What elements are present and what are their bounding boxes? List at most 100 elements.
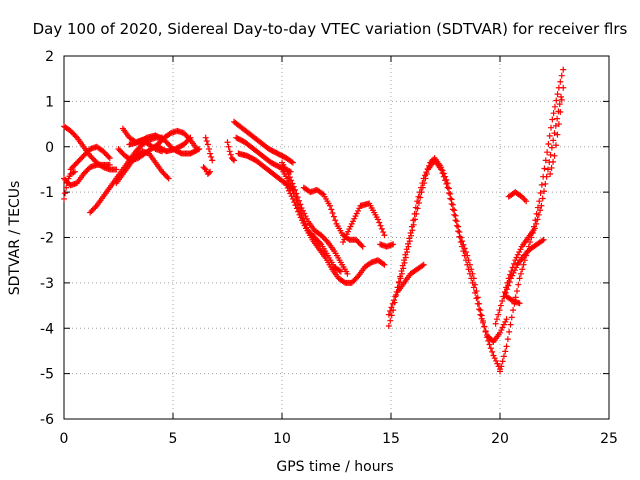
data-point <box>445 190 452 197</box>
data-point <box>477 311 484 318</box>
data-point <box>106 161 113 168</box>
series-s24 <box>385 157 510 345</box>
data-point <box>557 78 564 85</box>
data-point <box>64 180 71 187</box>
data-point <box>452 217 459 224</box>
data-point <box>205 169 212 176</box>
data-point <box>288 158 295 165</box>
data-point <box>413 210 420 217</box>
data-point <box>88 208 95 215</box>
data-point <box>83 150 90 157</box>
data-point <box>301 210 308 217</box>
data-point <box>288 184 295 191</box>
series-s19 <box>283 182 388 286</box>
data-point <box>385 311 392 318</box>
data-point <box>537 190 544 197</box>
data-point <box>326 202 333 209</box>
data-point <box>510 307 517 314</box>
data-point <box>497 368 503 375</box>
data-points <box>61 66 567 375</box>
data-point <box>387 317 394 324</box>
data-point <box>536 198 543 205</box>
data-point <box>184 137 191 144</box>
data-point <box>201 165 208 172</box>
data-point <box>461 252 468 259</box>
data-point <box>507 321 514 328</box>
data-point <box>459 243 466 250</box>
data-point <box>538 202 545 209</box>
data-point <box>71 131 78 138</box>
data-point <box>229 156 236 163</box>
data-point <box>476 306 483 313</box>
data-point <box>533 220 540 227</box>
data-point <box>166 131 173 138</box>
data-point <box>404 249 411 256</box>
data-point <box>91 156 98 163</box>
data-point <box>486 341 493 348</box>
data-point <box>486 334 493 341</box>
data-point <box>494 360 501 367</box>
data-point <box>410 221 417 228</box>
data-point <box>538 181 545 188</box>
data-point <box>540 236 547 243</box>
data-point <box>381 261 388 268</box>
data-point <box>469 279 476 286</box>
data-point <box>527 239 534 246</box>
data-point <box>516 275 523 282</box>
data-point <box>415 200 422 207</box>
series-s13 <box>224 139 238 164</box>
data-point <box>100 148 107 155</box>
data-point <box>89 206 96 213</box>
data-point <box>444 184 451 191</box>
series-s21 <box>340 200 388 246</box>
data-point <box>84 166 91 173</box>
data-point <box>422 175 429 182</box>
data-point <box>78 155 85 162</box>
data-point <box>487 336 494 343</box>
data-point <box>453 222 460 229</box>
data-point <box>512 257 519 264</box>
data-point <box>474 294 481 301</box>
data-point <box>482 327 489 334</box>
data-point <box>510 260 517 267</box>
data-point <box>558 96 565 103</box>
data-point <box>328 206 335 213</box>
data-point <box>225 143 232 150</box>
data-point <box>552 122 559 129</box>
y-tick-label: -2 <box>40 231 54 247</box>
y-tick-label: -5 <box>40 367 54 383</box>
series-s29 <box>503 293 523 307</box>
data-point <box>483 332 490 339</box>
series-s14 <box>231 118 296 166</box>
y-tick-label: -6 <box>40 412 54 428</box>
series-s20 <box>300 184 366 250</box>
data-point <box>510 269 517 276</box>
data-point <box>541 165 548 172</box>
data-point <box>499 324 506 331</box>
data-point <box>542 180 549 187</box>
data-point <box>352 275 359 282</box>
data-point <box>537 207 544 214</box>
data-point <box>68 129 75 136</box>
data-point <box>439 170 446 177</box>
data-point <box>554 115 561 122</box>
data-point <box>503 343 510 350</box>
data-point <box>401 259 408 266</box>
x-axis-label: GPS time / hours <box>276 459 393 475</box>
data-point <box>516 300 523 307</box>
data-point <box>462 257 469 264</box>
series-s12 <box>200 164 214 177</box>
data-point <box>203 138 210 145</box>
y-tick-label: 1 <box>45 94 54 110</box>
data-point <box>398 270 405 277</box>
data-point <box>417 194 424 201</box>
x-tick-label: 20 <box>491 431 509 447</box>
data-point <box>72 160 79 167</box>
data-point <box>296 211 303 218</box>
data-point <box>340 278 347 285</box>
data-point <box>350 278 357 285</box>
data-point <box>438 166 445 173</box>
axis-ticks: 0 5 10 15 20 25 -6 -5 -4 -3 -2 -1 0 1 2 <box>40 49 618 447</box>
series-s11 <box>202 134 216 164</box>
data-point <box>560 84 567 91</box>
